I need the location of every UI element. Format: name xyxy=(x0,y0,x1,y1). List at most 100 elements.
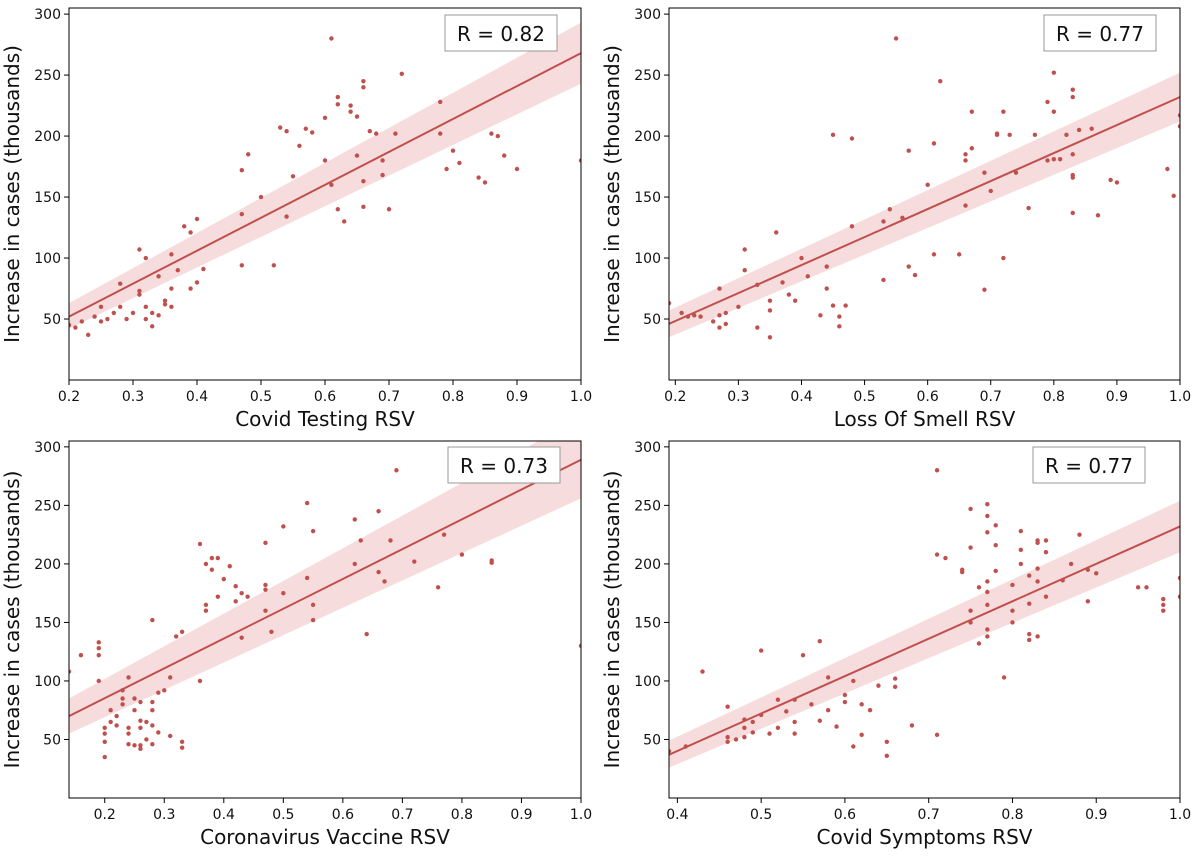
data-point xyxy=(830,132,836,138)
y-tick-label: 150 xyxy=(34,615,61,631)
data-point xyxy=(859,732,864,737)
y-tick-label: 100 xyxy=(34,251,61,267)
y-axis-label: Increase in cases (thousands) xyxy=(600,471,624,769)
data-point xyxy=(143,316,148,322)
data-point xyxy=(102,731,107,736)
data-point xyxy=(824,264,829,269)
data-point xyxy=(755,325,760,330)
data-point xyxy=(725,734,730,740)
data-point xyxy=(1070,210,1075,216)
data-point xyxy=(96,678,101,684)
data-point xyxy=(304,500,310,506)
x-tick-label: 0.6 xyxy=(332,807,354,823)
data-point xyxy=(138,746,143,752)
data-point xyxy=(934,732,940,737)
x-tick-label: 0.3 xyxy=(122,389,144,405)
data-point xyxy=(1177,113,1180,118)
data-point xyxy=(925,182,930,188)
data-point xyxy=(156,690,161,695)
y-tick-label: 100 xyxy=(634,251,661,267)
data-point xyxy=(197,541,203,547)
data-point xyxy=(985,602,990,608)
data-point xyxy=(126,741,131,747)
data-point xyxy=(203,561,209,567)
data-point xyxy=(118,281,123,286)
data-point xyxy=(968,506,973,512)
data-point xyxy=(352,517,357,522)
data-point xyxy=(150,741,155,747)
data-point xyxy=(1027,631,1032,637)
data-point xyxy=(179,745,185,750)
data-point xyxy=(786,292,792,297)
data-point xyxy=(963,152,968,157)
data-point xyxy=(893,36,899,41)
data-point xyxy=(1070,94,1075,100)
data-point xyxy=(144,737,149,742)
data-point xyxy=(102,739,107,745)
data-point xyxy=(137,292,142,297)
data-point xyxy=(792,719,797,725)
regression-line xyxy=(69,52,581,318)
data-point xyxy=(842,699,848,705)
data-point xyxy=(438,99,443,105)
data-point xyxy=(1064,132,1069,138)
data-point xyxy=(1161,608,1166,613)
data-point xyxy=(69,322,72,328)
axes-frame xyxy=(668,7,1181,381)
data-point xyxy=(969,109,975,114)
y-axis-label: Increase in cases (thousands) xyxy=(0,471,24,769)
data-point xyxy=(938,78,943,84)
data-point xyxy=(380,172,385,178)
correlation-label: R = 0.73 xyxy=(460,454,548,478)
data-point xyxy=(495,133,500,139)
data-point xyxy=(1171,193,1176,199)
data-point xyxy=(884,753,890,759)
data-point xyxy=(993,542,998,548)
data-point xyxy=(173,634,179,639)
data-point xyxy=(150,324,155,329)
x-tick-label: 0.8 xyxy=(451,807,473,823)
correlation-box xyxy=(444,14,558,52)
x-tick-label: 0.5 xyxy=(250,389,272,405)
data-point xyxy=(988,188,993,194)
correlation-label: R = 0.82 xyxy=(457,22,545,46)
y-tick-label: 50 xyxy=(43,312,61,328)
x-tick-label: 0.6 xyxy=(917,389,939,405)
data-point xyxy=(1070,152,1075,157)
data-point xyxy=(354,153,360,158)
data-point xyxy=(792,731,797,736)
y-tick-label: 250 xyxy=(634,498,661,514)
data-point xyxy=(281,524,286,529)
y-tick-label: 50 xyxy=(643,732,661,748)
data-point xyxy=(934,552,940,557)
correlation-box xyxy=(1043,14,1157,52)
data-point xyxy=(985,530,990,535)
data-point xyxy=(881,219,886,224)
data-point xyxy=(130,310,136,316)
data-point xyxy=(775,697,781,702)
data-point xyxy=(578,643,581,649)
data-point xyxy=(221,576,226,582)
data-point xyxy=(710,319,716,324)
data-point xyxy=(79,319,85,324)
data-point xyxy=(197,678,203,684)
data-point xyxy=(767,335,773,340)
y-axis-label: Increase in cases (thousands) xyxy=(0,45,24,343)
data-point xyxy=(985,627,990,632)
data-point xyxy=(514,166,520,172)
data-point xyxy=(444,166,449,172)
data-point xyxy=(126,725,131,730)
y-tick-label: 250 xyxy=(634,68,661,84)
data-point xyxy=(209,555,215,561)
data-point xyxy=(976,641,982,646)
x-tick-label: 1.0 xyxy=(570,389,592,405)
data-point xyxy=(150,310,155,316)
data-point xyxy=(767,308,773,313)
x-tick-label: 0.8 xyxy=(1043,389,1065,405)
data-point xyxy=(809,702,814,707)
plot-area xyxy=(69,441,581,760)
data-point xyxy=(310,528,316,534)
data-point xyxy=(124,316,129,322)
data-point xyxy=(906,148,911,153)
data-point xyxy=(723,310,728,316)
